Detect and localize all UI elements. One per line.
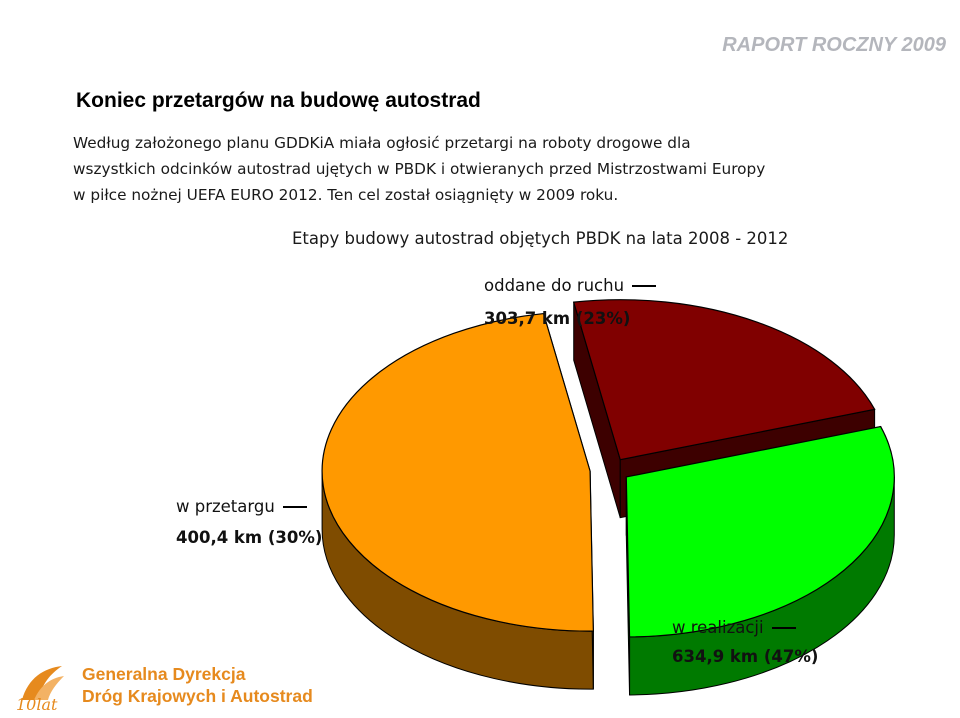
- slice-label-przetarg: w przetargu 400,4 km (30%): [176, 497, 322, 547]
- pie-slice: [625, 425, 895, 638]
- paragraph-line: wszystkich odcinków autostrad ujętych w …: [73, 160, 766, 178]
- slice-label-name: w przetargu: [176, 497, 275, 516]
- paragraph-line: w piłce nożnej UEFA EURO 2012. Ten cel z…: [73, 186, 619, 204]
- pie-slice: [572, 299, 876, 461]
- slice-label-value: 303,7 km (23%): [484, 309, 631, 328]
- label-dash: [282, 505, 307, 508]
- slice-label-name: w realizacji: [672, 618, 764, 637]
- slice-label-value: 400,4 km (30%): [176, 528, 323, 547]
- slice-label-value: 634,9 km (47%): [672, 647, 819, 666]
- logo-line: Generalna Dyrekcja: [82, 664, 246, 684]
- paragraph-line: Według założonego planu GDDKiA miała ogł…: [73, 134, 691, 152]
- gddkia-logo: 10lat Generalna Dyrekcja Dróg Krajowych …: [12, 660, 313, 712]
- report-tag: RAPORT ROCZNY 2009: [722, 34, 946, 56]
- slice-label-realizacja: w realizacji 634,9 km (47%): [672, 618, 818, 666]
- label-dash: [632, 284, 657, 287]
- chart-title: Etapy budowy autostrad objętych PBDK na …: [292, 229, 789, 248]
- svg-text:10lat: 10lat: [16, 695, 58, 712]
- slice-label-oddane: oddane do ruchu 303,7 km (23%): [484, 276, 657, 328]
- intro-paragraph: Według założonego planu GDDKiA miała ogł…: [73, 130, 933, 208]
- page-title: Koniec przetargów na budowę autostrad: [76, 89, 481, 112]
- logo-wordmark: Generalna Dyrekcja Dróg Krajowych i Auto…: [82, 663, 313, 707]
- slice-label-name: oddane do ruchu: [484, 276, 625, 295]
- logo-mark-icon: 10lat: [16, 666, 64, 712]
- pie-slice: [321, 312, 594, 632]
- logo-line: Dróg Krajowych i Autostrad: [82, 686, 313, 706]
- label-dash: [771, 626, 796, 629]
